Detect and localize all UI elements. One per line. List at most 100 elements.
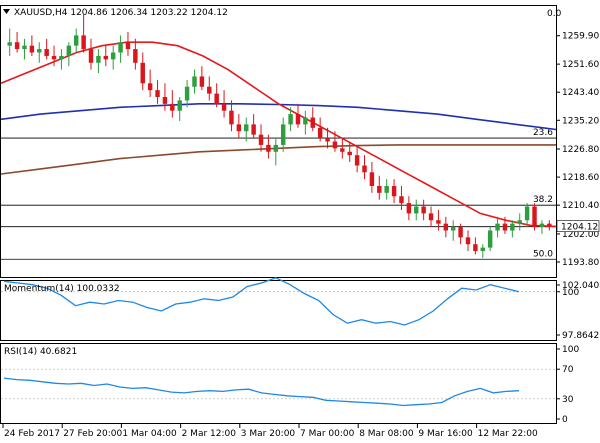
candle-body <box>362 165 367 173</box>
candle-body <box>487 230 493 248</box>
candle-body <box>214 93 219 104</box>
candle-body <box>22 45 27 50</box>
candle-body <box>384 186 389 193</box>
candle-body <box>547 223 552 228</box>
candle-body <box>162 97 168 104</box>
candle-body <box>465 237 471 245</box>
candle-body <box>517 220 522 224</box>
time-tick-label: 8 Mar 08:00 <box>359 429 414 439</box>
candle-body <box>66 45 72 56</box>
momentum-axis: 102.0402100 97.8642 <box>556 281 600 341</box>
candle-body <box>502 223 508 231</box>
candlestick-series <box>7 14 552 258</box>
candle-body <box>347 151 352 156</box>
indicator-series-line <box>3 377 520 407</box>
candle-body <box>59 55 64 60</box>
candle-body <box>399 196 404 204</box>
price-tick-label: 1193.80 <box>562 258 599 268</box>
price-tick-label: 1251.60 <box>562 60 599 70</box>
current-price-tag: 1204.12 <box>556 220 600 233</box>
time-tick-label: 3 Mar 20:00 <box>241 429 296 439</box>
candle-body <box>421 206 426 214</box>
candle-body <box>103 55 109 60</box>
price-tick-label: 1235.20 <box>562 116 599 126</box>
candle-body <box>414 206 419 214</box>
candle-body <box>207 86 212 94</box>
price-tick-label: 1226.80 <box>562 145 599 155</box>
indicator-tick-label: 0 <box>562 415 568 425</box>
candle-body <box>332 141 338 149</box>
time-tick-label: 1 Mar 04:00 <box>122 429 177 439</box>
candle-body <box>125 42 131 50</box>
time-tick-label: 24 Feb 2017 <box>4 429 60 439</box>
candle-body <box>317 127 323 139</box>
candle-body <box>280 124 286 145</box>
candle-body <box>436 220 441 224</box>
candle-body <box>251 124 256 135</box>
indicator-tick-label: 30 <box>562 395 574 405</box>
momentum-line <box>3 277 520 326</box>
current-price-tag-box <box>556 220 600 232</box>
candle-body <box>44 49 49 56</box>
candle-body <box>155 90 160 97</box>
indicator-tick-label: 100 <box>562 288 579 298</box>
indicator-tick-label: 100 <box>562 345 579 355</box>
candle-body <box>37 49 42 53</box>
candle-body <box>510 223 515 231</box>
candle-body <box>140 62 145 84</box>
price-tick-label: 1218.60 <box>562 173 599 183</box>
fib-level-label: 23.6 <box>533 128 553 138</box>
fib-level-label: 38.2 <box>533 195 553 205</box>
time-tick-label: 9 Mar 16:00 <box>418 429 473 439</box>
fib-level-label: 50.0 <box>533 249 553 259</box>
rsi-title: RSI(14) 40.6821 <box>4 347 77 357</box>
candle-body <box>51 55 57 60</box>
candle-body <box>74 35 79 46</box>
slow-moving-average-line <box>0 144 556 175</box>
rsi-axis: 100 70 30 0 <box>556 345 579 425</box>
candle-body <box>539 223 545 228</box>
rsi-panel-frame <box>0 343 557 424</box>
mid-moving-average-line <box>0 103 557 131</box>
candle-body <box>377 186 382 193</box>
time-tick-label: 7 Mar 00:00 <box>300 429 355 439</box>
candle-body <box>473 244 478 252</box>
candle-body <box>110 52 116 60</box>
candle-body <box>325 138 330 142</box>
main-price-axis: 1259.90 1251.60 1243.40 1235.20 1226.80 1218.… <box>556 32 599 268</box>
candle-body <box>340 148 345 152</box>
candle-body <box>532 206 537 228</box>
price-tick-label: 1243.40 <box>562 88 599 98</box>
candle-body <box>184 86 190 101</box>
candle-body <box>199 76 205 87</box>
candle-body <box>266 144 271 152</box>
time-tick-label: 12 Mar 22:00 <box>478 429 538 439</box>
candle-body <box>428 213 434 221</box>
candle-body <box>443 223 449 231</box>
rsi-gridlines <box>1 368 556 400</box>
candle-body <box>81 35 86 50</box>
candle-body <box>88 49 94 63</box>
current-price-label: 1204.12 <box>561 223 598 233</box>
candle-body <box>495 223 500 231</box>
candle-body <box>236 124 242 132</box>
indicator-tick-label: 70 <box>562 365 574 375</box>
candle-body <box>406 203 412 214</box>
candle-body <box>14 42 20 50</box>
momentum-panel-frame <box>0 280 557 341</box>
candle-body <box>354 155 360 166</box>
candle-body <box>147 83 153 91</box>
triangle-down-icon[interactable] <box>3 9 10 14</box>
candle-body <box>288 114 293 125</box>
symbol-readout: XAUUSD,H4 1204.86 1206.34 1203.22 1204.1… <box>14 8 228 18</box>
candle-body <box>244 124 249 132</box>
candle-body <box>7 42 12 46</box>
candle-body <box>524 206 530 221</box>
moving-averages <box>0 41 557 228</box>
indicator-tick-label: 102.0402 <box>562 281 600 291</box>
price-tick-label: 1202.00 <box>562 230 599 240</box>
candle-body <box>170 103 175 111</box>
indicator-tick-label: 97.8642 <box>562 331 599 341</box>
price-tick-label: 1210.40 <box>562 201 599 211</box>
